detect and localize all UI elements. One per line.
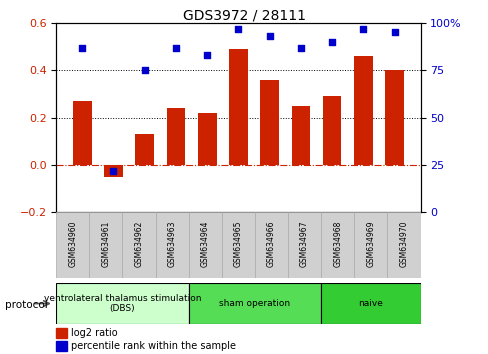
FancyBboxPatch shape — [386, 212, 420, 278]
Text: naive: naive — [358, 299, 383, 308]
Point — [78, 45, 86, 51]
Bar — [56, 341, 67, 351]
FancyBboxPatch shape — [222, 212, 254, 278]
Bar — [56, 327, 67, 338]
Text: log2 ratio: log2 ratio — [71, 327, 117, 338]
Text: sham operation: sham operation — [219, 299, 290, 308]
FancyBboxPatch shape — [321, 212, 354, 278]
Point — [109, 168, 117, 173]
Text: GSM634966: GSM634966 — [266, 221, 275, 267]
FancyBboxPatch shape — [188, 212, 222, 278]
Text: protocol: protocol — [5, 300, 47, 310]
Bar — [322, 96, 341, 165]
FancyBboxPatch shape — [155, 212, 188, 278]
Point — [203, 52, 211, 58]
FancyBboxPatch shape — [56, 283, 188, 324]
FancyBboxPatch shape — [122, 212, 155, 278]
Bar — [228, 49, 247, 165]
Text: GSM634967: GSM634967 — [300, 221, 308, 267]
Point — [172, 45, 180, 51]
Point — [296, 45, 304, 51]
FancyBboxPatch shape — [56, 212, 89, 278]
FancyBboxPatch shape — [354, 212, 386, 278]
Bar — [166, 108, 185, 165]
Point — [359, 26, 366, 32]
Bar — [135, 134, 154, 165]
Text: GSM634968: GSM634968 — [332, 221, 342, 267]
Point — [265, 33, 273, 39]
Text: GSM634962: GSM634962 — [134, 221, 143, 267]
Bar — [197, 113, 216, 165]
Text: GSM634960: GSM634960 — [68, 221, 77, 267]
Text: percentile rank within the sample: percentile rank within the sample — [71, 341, 235, 351]
Text: GDS3972 / 28111: GDS3972 / 28111 — [183, 9, 305, 23]
Text: GSM634969: GSM634969 — [366, 221, 375, 267]
Bar — [104, 165, 122, 177]
Point — [141, 68, 148, 73]
FancyBboxPatch shape — [188, 283, 321, 324]
FancyBboxPatch shape — [254, 212, 287, 278]
Bar — [291, 106, 309, 165]
Text: GSM634965: GSM634965 — [233, 221, 243, 267]
Text: GSM634961: GSM634961 — [101, 221, 110, 267]
Text: GSM634963: GSM634963 — [167, 221, 176, 267]
Bar — [73, 101, 91, 165]
FancyBboxPatch shape — [321, 283, 420, 324]
FancyBboxPatch shape — [287, 212, 321, 278]
Bar — [353, 56, 372, 165]
Text: GSM634970: GSM634970 — [399, 221, 407, 267]
Text: ventrolateral thalamus stimulation
(DBS): ventrolateral thalamus stimulation (DBS) — [43, 294, 201, 313]
Point — [390, 30, 398, 35]
Bar — [385, 70, 403, 165]
Text: GSM634964: GSM634964 — [201, 221, 209, 267]
Point — [327, 39, 335, 45]
FancyBboxPatch shape — [89, 212, 122, 278]
Bar — [260, 80, 279, 165]
Point — [234, 26, 242, 32]
